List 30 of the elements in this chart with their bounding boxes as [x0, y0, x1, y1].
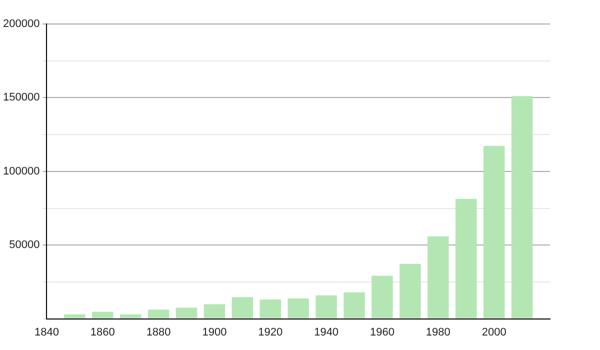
bar: [232, 297, 254, 318]
bar: [288, 298, 309, 318]
x-tick-label: 1940: [314, 326, 339, 338]
bar: [148, 310, 170, 318]
bar: [428, 236, 449, 318]
x-tick-label: 2000: [482, 326, 506, 338]
y-tick-label: 100000: [2, 165, 40, 178]
x-tick-label: 1980: [426, 326, 450, 338]
x-tick-label: 1860: [90, 326, 115, 338]
bar: [120, 314, 142, 318]
y-tick-label: 150000: [2, 92, 40, 104]
bar: [176, 308, 198, 318]
x-tick-label: 1880: [146, 326, 171, 338]
bar: [372, 276, 393, 318]
bar: [64, 314, 86, 318]
bar: [260, 299, 282, 318]
y-tick-label: 200000: [2, 18, 40, 30]
bar: [455, 198, 477, 318]
bar: [92, 312, 114, 318]
bar: [316, 295, 337, 318]
bar: [344, 292, 365, 318]
y-tick-label: 50000: [9, 239, 40, 252]
bar: [483, 146, 505, 318]
bar: [511, 96, 533, 318]
bar: [204, 304, 226, 318]
x-tick-label: 1900: [202, 326, 227, 338]
x-tick-label: 1960: [370, 326, 394, 338]
x-tick-label: 1920: [258, 326, 283, 338]
bar: [400, 264, 421, 318]
x-tick-label: 1840: [34, 326, 59, 338]
